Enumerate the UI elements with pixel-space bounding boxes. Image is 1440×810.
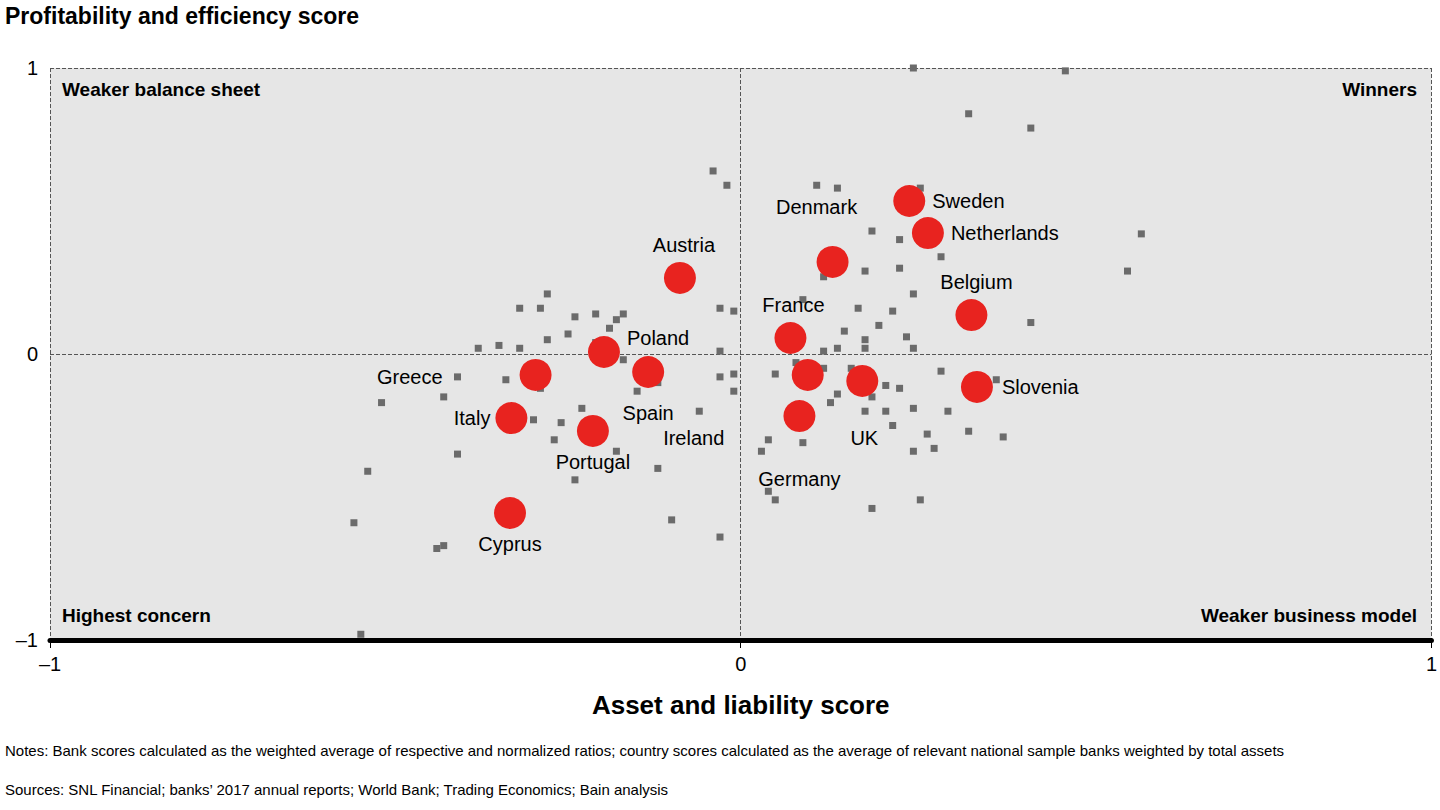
svg-text:France: France: [762, 294, 824, 316]
svg-text:Slovenia: Slovenia: [1002, 376, 1080, 398]
svg-text:Cyprus: Cyprus: [478, 533, 541, 555]
svg-text:Spain: Spain: [623, 402, 674, 424]
svg-text:Notes: Bank scores calculated: Notes: Bank scores calculated as the wei…: [5, 742, 1284, 759]
svg-text:Sources: SNL Financial; banks’: Sources: SNL Financial; banks’ 2017 annu…: [5, 781, 668, 798]
svg-text:Italy: Italy: [454, 407, 491, 429]
svg-text:Asset and liability score: Asset and liability score: [592, 690, 890, 720]
svg-text:Highest concern: Highest concern: [62, 605, 211, 626]
svg-text:UK: UK: [850, 427, 878, 449]
svg-text:–1: –1: [39, 653, 61, 675]
svg-text:Greece: Greece: [377, 366, 443, 388]
svg-text:Denmark: Denmark: [776, 196, 858, 218]
svg-text:Netherlands: Netherlands: [951, 222, 1059, 244]
svg-text:1: 1: [27, 57, 38, 79]
svg-text:Portugal: Portugal: [556, 451, 631, 473]
svg-text:Profitability and efficiency s: Profitability and efficiency score: [5, 3, 359, 29]
svg-text:Germany: Germany: [758, 468, 840, 490]
svg-text:0: 0: [27, 343, 38, 365]
svg-text:1: 1: [1426, 653, 1437, 675]
svg-text:Winners: Winners: [1342, 79, 1417, 100]
svg-text:Ireland: Ireland: [663, 427, 724, 449]
svg-text:Austria: Austria: [653, 234, 716, 256]
svg-text:Sweden: Sweden: [932, 190, 1004, 212]
svg-text:–1: –1: [16, 629, 38, 651]
svg-text:Poland: Poland: [627, 327, 689, 349]
svg-text:0: 0: [735, 653, 746, 675]
svg-text:Weaker balance sheet: Weaker balance sheet: [62, 79, 261, 100]
svg-text:Belgium: Belgium: [940, 271, 1012, 293]
svg-text:Weaker business model: Weaker business model: [1201, 605, 1417, 626]
